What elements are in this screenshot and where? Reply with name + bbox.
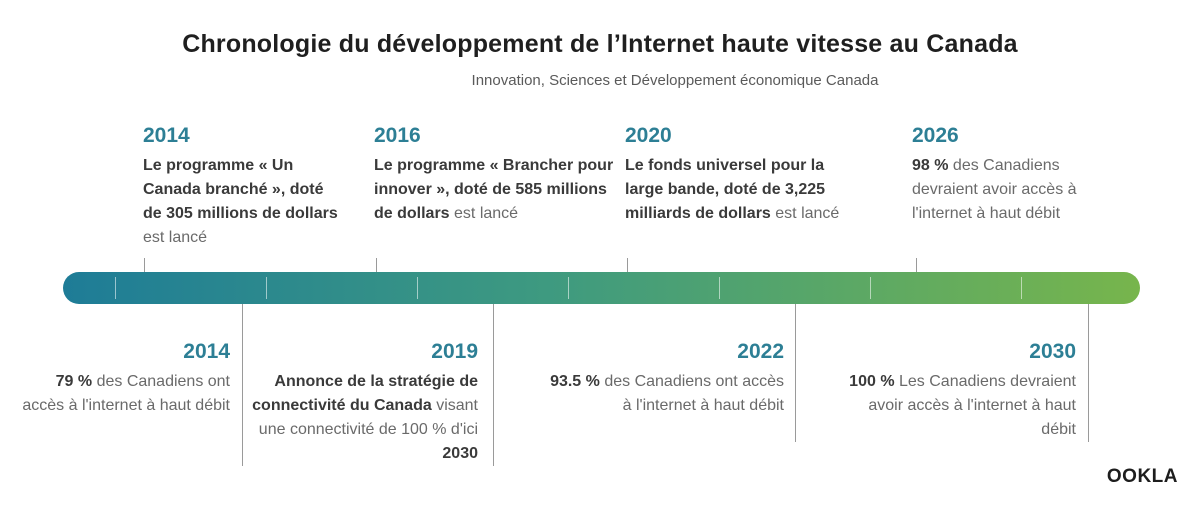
event-text: est lancé <box>449 205 519 222</box>
event-description: 79 % des Canadiens ont accès à l'interne… <box>10 370 230 418</box>
event-year: 2030 <box>1029 340 1076 363</box>
timeline-tick <box>568 277 569 299</box>
ookla-logo: OOKLA <box>1106 466 1178 487</box>
timeline-event-bottom-2019: 2019 Annonce de la stratégie de connecti… <box>238 340 478 466</box>
timeline-event-bottom-2030: 2030 100 % Les Canadiens devraient avoir… <box>836 340 1076 442</box>
event-highlight: Le fonds universel pour la large bande, … <box>625 157 826 222</box>
timeline-event-top-2014: 2014 Le programme « Un Canada branché »,… <box>143 124 343 250</box>
event-text: est lancé <box>143 229 208 246</box>
timeline-tick <box>417 277 418 299</box>
event-year: 2026 <box>912 124 959 147</box>
timeline-tick <box>115 277 116 299</box>
event-description: Le programme « Brancher pour innover », … <box>374 154 614 226</box>
timeline-tick <box>719 277 720 299</box>
event-highlight: 93.5 % <box>550 373 600 390</box>
timeline-event-bottom-2022: 2022 93.5 % des Canadiens ont accès à l'… <box>544 340 784 418</box>
timeline-tick <box>1021 277 1022 299</box>
leader-line <box>916 258 917 272</box>
event-highlight: Annonce de la stratégie de connectivité … <box>252 373 478 414</box>
page-title: Chronologie du développement de l’Intern… <box>182 30 1018 58</box>
timeline-event-top-2020: 2020 Le fonds universel pour la large ba… <box>625 124 855 226</box>
leader-line <box>242 304 243 466</box>
timeline-bar <box>63 272 1140 304</box>
event-highlight: 98 % <box>912 157 949 174</box>
event-text: des Canadiens ont accès à l'internet à h… <box>22 373 230 414</box>
event-year: 2022 <box>737 340 784 363</box>
event-description: 93.5 % des Canadiens ont accès à l'inter… <box>544 370 784 418</box>
leader-line <box>795 304 796 442</box>
event-description: Annonce de la stratégie de connectivité … <box>238 370 478 466</box>
event-year: 2020 <box>625 124 672 147</box>
event-highlight: 79 % <box>55 373 93 390</box>
event-text: visant une connectivité de 100 % d'ici <box>258 397 478 438</box>
event-text: des Canadiens ont accès à l'internet à h… <box>599 373 784 414</box>
timeline-event-bottom-2014: 2014 79 % des Canadiens ont accès à l'in… <box>10 340 230 418</box>
leader-line <box>493 304 494 466</box>
leader-line <box>627 258 628 272</box>
event-text: est lancé <box>770 205 840 222</box>
timeline-event-top-2016: 2016 Le programme « Brancher pour innove… <box>374 124 614 226</box>
event-description: 100 % Les Canadiens devraient avoir accè… <box>836 370 1076 442</box>
event-text: des Canadiens devraient avoir accès à l'… <box>912 157 1077 222</box>
event-highlight-year: 2030 <box>442 445 478 462</box>
event-text: Les Canadiens devraient avoir accès à l'… <box>868 373 1076 438</box>
leader-line <box>1088 304 1089 442</box>
timeline-event-top-2026: 2026 98 % des Canadiens devraient avoir … <box>912 124 1112 226</box>
event-description: Le programme « Un Canada branché », doté… <box>143 154 343 250</box>
event-year: 2014 <box>143 124 190 147</box>
event-highlight: Le programme « Un Canada branché », doté… <box>143 157 338 222</box>
timeline-tick <box>870 277 871 299</box>
leader-line <box>144 258 145 272</box>
timeline-tick <box>266 277 267 299</box>
event-description: 98 % des Canadiens devraient avoir accès… <box>912 154 1112 226</box>
event-highlight: Le programme « Brancher pour innover », … <box>374 157 614 222</box>
event-description: Le fonds universel pour la large bande, … <box>625 154 855 226</box>
event-highlight: 100 % <box>849 373 895 390</box>
leader-line <box>376 258 377 272</box>
event-year: 2016 <box>374 124 421 147</box>
event-year: 2019 <box>431 340 478 363</box>
page-subtitle: Innovation, Sciences et Développement éc… <box>471 72 879 89</box>
event-year: 2014 <box>183 340 230 363</box>
